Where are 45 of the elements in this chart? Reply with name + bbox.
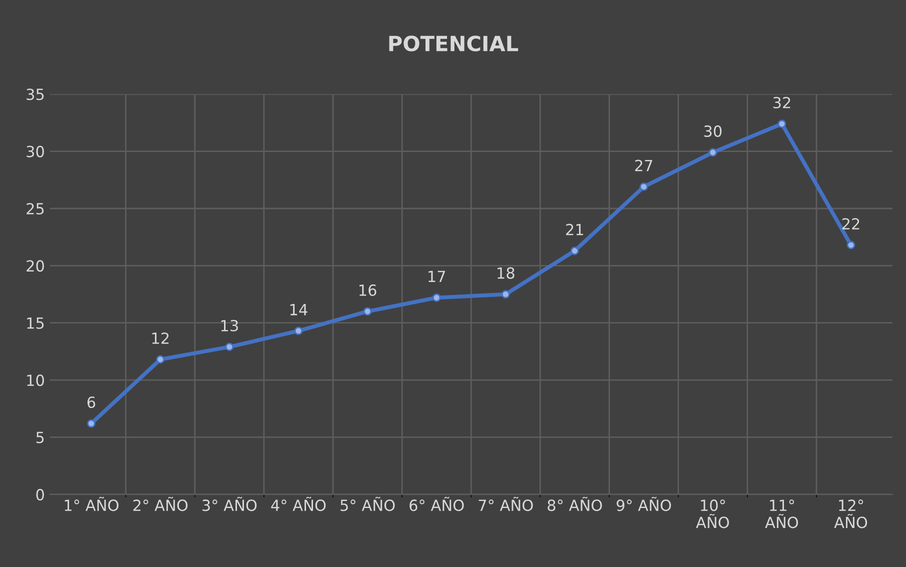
data-label: 16 — [359, 284, 376, 296]
data-label: 6 — [87, 396, 96, 408]
point — [225, 342, 234, 352]
y-tick-label: 35 — [26, 88, 44, 100]
y-tick-label: 10 — [27, 374, 44, 386]
point — [640, 182, 648, 191]
x-tick-label: 2° AÑO — [133, 496, 188, 512]
data-label: 13 — [221, 320, 238, 332]
x-tick-label: 1° AÑO — [64, 496, 118, 512]
data-label: 22 — [842, 218, 860, 230]
point — [363, 307, 372, 316]
x-tick-label: 8° AÑO — [548, 496, 602, 512]
point — [778, 120, 786, 128]
point — [432, 294, 441, 302]
x-tick-label: 6° AÑO — [410, 496, 464, 512]
x-tick-label: 5° AÑO — [340, 496, 395, 512]
x-tick-label: 12° AÑO — [834, 500, 868, 528]
y-tick-label: 0 — [36, 488, 44, 500]
point — [87, 419, 96, 428]
x-tick-label: 4° AÑO — [271, 496, 326, 512]
y-tick-label: 25 — [26, 202, 44, 215]
y-tick-label: 5 — [36, 432, 44, 444]
y-tick-label: 30 — [26, 146, 44, 158]
x-tick-label: 3° AÑO — [202, 496, 257, 512]
point — [156, 355, 164, 364]
chart-title: POTENCIAL — [389, 36, 518, 52]
data-label: 30 — [704, 125, 722, 137]
data-label: 17 — [428, 270, 445, 282]
x-tick-label: 10° AÑO — [696, 500, 729, 528]
point — [708, 148, 718, 157]
point — [846, 240, 856, 250]
data-label: 21 — [566, 224, 584, 236]
y-tick-label: 15 — [27, 318, 44, 329]
data-label: 18 — [498, 267, 514, 279]
data-label: 32 — [773, 96, 790, 108]
x-tick-label: 11° AÑO — [765, 500, 798, 528]
point — [294, 326, 303, 336]
x-tick-label: 7° AÑO — [478, 496, 533, 512]
data-label: 27 — [635, 160, 652, 172]
x-tick-label: 9° AÑO — [616, 496, 671, 512]
point — [570, 246, 579, 255]
data-label: 14 — [290, 304, 308, 316]
point — [501, 290, 510, 298]
y-tick-label: 20 — [26, 260, 44, 272]
data-label: 12 — [152, 332, 169, 344]
